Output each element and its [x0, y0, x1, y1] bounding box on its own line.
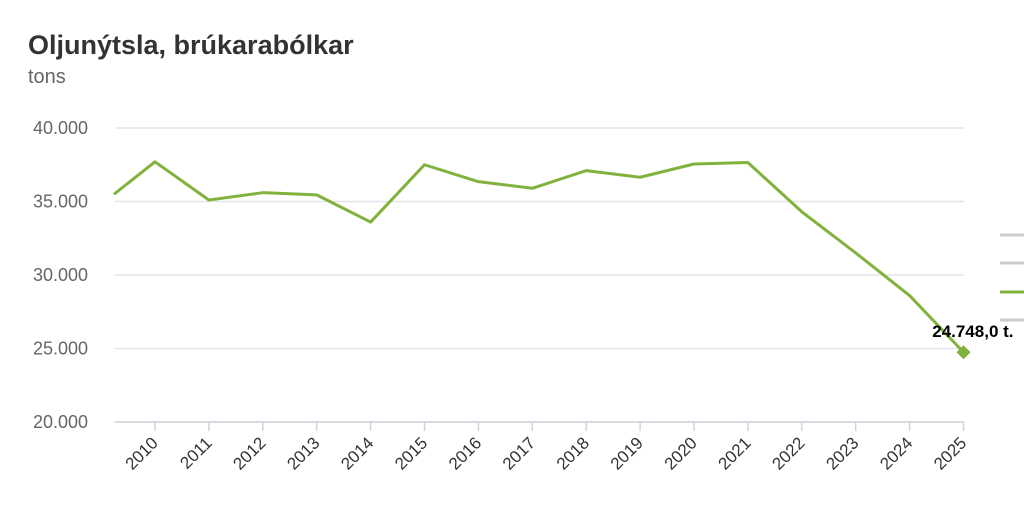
y-tick-label: 40.000 [33, 118, 88, 138]
y-tick-label: 20.000 [33, 412, 88, 432]
x-tick-label: 2017 [499, 433, 539, 473]
x-tick-label: 2022 [768, 433, 808, 473]
chart-title: Oljunýtsla, brúkarabólkar [28, 30, 354, 60]
x-tick-label: 2020 [661, 433, 701, 473]
x-tick-label: 2010 [122, 433, 162, 473]
last-point-label: 24.748,0 t. [932, 322, 1013, 341]
y-tick-label: 35.000 [33, 192, 88, 212]
x-tick-label: 2019 [607, 433, 647, 473]
x-tick-label: 2024 [876, 433, 916, 473]
series-line [113, 160, 965, 354]
x-tick-label: 2011 [176, 433, 215, 472]
last-point-marker [956, 345, 971, 360]
y-tick-label: 30.000 [33, 265, 88, 285]
x-tick-label: 2012 [229, 433, 269, 473]
x-tick-label: 2025 [930, 433, 970, 473]
y-tick-label: 25.000 [33, 339, 88, 359]
x-tick-label: 2015 [391, 433, 431, 473]
x-tick-label: 2014 [337, 433, 377, 473]
chart-subtitle: tons [28, 66, 66, 88]
x-tick-label: 2021 [715, 433, 755, 473]
x-tick-label: 2023 [822, 433, 862, 473]
x-tick-label: 2016 [445, 433, 485, 473]
x-tick-label: 2018 [553, 433, 593, 473]
x-tick-label: 2013 [283, 433, 323, 473]
